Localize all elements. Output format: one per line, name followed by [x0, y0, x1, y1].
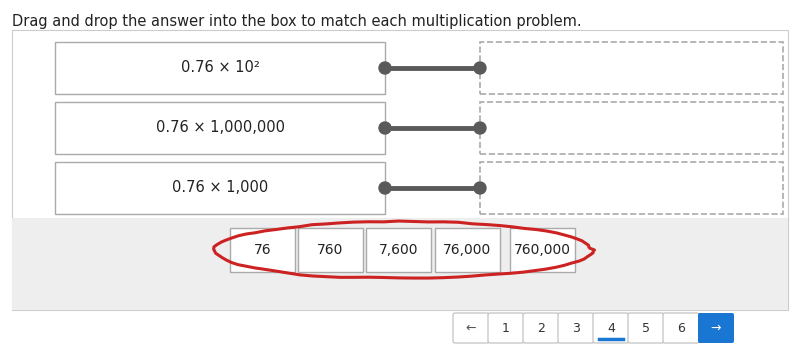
Text: 3: 3 [572, 322, 580, 334]
Text: 0.76 × 1,000,000: 0.76 × 1,000,000 [155, 120, 285, 136]
Circle shape [379, 182, 391, 194]
Bar [435, 228, 500, 272]
Bar [366, 228, 431, 272]
FancyBboxPatch shape [453, 313, 489, 343]
Bar [55, 162, 385, 214]
Circle shape [474, 182, 486, 194]
FancyBboxPatch shape [628, 313, 664, 343]
Text: 6: 6 [677, 322, 685, 334]
Text: 0.76 × 10²: 0.76 × 10² [181, 61, 259, 75]
Text: Drag and drop the answer into the box to match each multiplication problem.: Drag and drop the answer into the box to… [12, 14, 582, 29]
Bar [55, 42, 385, 94]
FancyBboxPatch shape [698, 313, 734, 343]
Bar [480, 102, 783, 154]
Bar [298, 228, 363, 272]
Bar [55, 102, 385, 154]
FancyBboxPatch shape [663, 313, 699, 343]
Circle shape [474, 122, 486, 134]
FancyBboxPatch shape [523, 313, 559, 343]
Text: 0.76 × 1,000: 0.76 × 1,000 [172, 181, 268, 195]
FancyBboxPatch shape [593, 313, 629, 343]
Text: 2: 2 [537, 322, 545, 334]
Text: 7,600: 7,600 [378, 243, 418, 257]
Text: 760: 760 [318, 243, 344, 257]
Text: 4: 4 [607, 322, 615, 334]
Text: ←: ← [466, 322, 476, 334]
Bar [12, 30, 788, 310]
Text: 5: 5 [642, 322, 650, 334]
Circle shape [379, 122, 391, 134]
Text: →: → [710, 322, 722, 334]
Bar [480, 42, 783, 94]
FancyBboxPatch shape [558, 313, 594, 343]
FancyBboxPatch shape [488, 313, 524, 343]
Circle shape [474, 62, 486, 74]
Text: 760,000: 760,000 [514, 243, 571, 257]
Text: 76,000: 76,000 [443, 243, 492, 257]
Text: 76: 76 [254, 243, 271, 257]
Bar [510, 228, 575, 272]
Bar [12, 218, 788, 310]
Circle shape [379, 62, 391, 74]
Bar [230, 228, 295, 272]
Text: 1: 1 [502, 322, 510, 334]
Bar [480, 162, 783, 214]
